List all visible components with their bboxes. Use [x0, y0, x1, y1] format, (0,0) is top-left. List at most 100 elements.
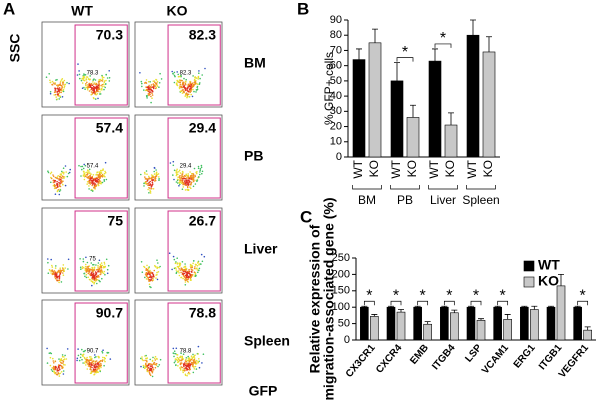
- cell-dot: [84, 360, 87, 363]
- cell-dot: [197, 76, 200, 79]
- cell-dot: [49, 81, 51, 84]
- cell-dot: [173, 81, 176, 84]
- cell-dot: [146, 173, 148, 175]
- cell-dot: [146, 370, 149, 373]
- bracket: [466, 185, 496, 190]
- cell-dot: [196, 86, 198, 89]
- cell-dot: [191, 363, 193, 366]
- y-tick-label: 70: [330, 44, 342, 56]
- cell-dot: [183, 174, 186, 177]
- cell-dot: [190, 90, 193, 92]
- x-tick-label: Spleen: [462, 193, 499, 207]
- plot-frame: [41, 21, 130, 108]
- cell-dot: [104, 171, 107, 174]
- cell-dot: [190, 181, 193, 184]
- cell-dot: [144, 273, 147, 276]
- cell-dot: [91, 271, 93, 274]
- cell-dot: [103, 80, 106, 82]
- cell-dot: [145, 272, 148, 274]
- cell-dot: [154, 366, 157, 369]
- cell-dot: [61, 175, 64, 177]
- cell-dot: [190, 361, 193, 364]
- legend-label: KO: [538, 273, 559, 289]
- cell-dot: [177, 357, 180, 360]
- cell-dot: [176, 257, 178, 260]
- cell-dot: [61, 355, 64, 358]
- cell-dot: [96, 278, 99, 281]
- cell-dot: [140, 80, 143, 83]
- x-tick-label: CX3CR1: [344, 342, 378, 380]
- cell-dot: [56, 98, 58, 100]
- cell-dot: [172, 164, 175, 167]
- y-tick-label: 50: [330, 75, 342, 87]
- cell-dot: [184, 95, 186, 97]
- cell-dot: [62, 268, 64, 270]
- cell-dot: [81, 266, 84, 268]
- cell-dot: [88, 188, 90, 190]
- cell-dot: [60, 182, 63, 184]
- cell-dot: [177, 73, 179, 76]
- axis-label: migration-associated gene (%): [321, 197, 337, 400]
- cell-dot: [56, 271, 58, 274]
- cell-dot: [181, 359, 184, 361]
- cell-dot: [191, 178, 193, 181]
- cell-dot: [56, 180, 58, 183]
- cell-dot: [180, 86, 183, 89]
- cell-dot: [86, 88, 89, 91]
- cell-dot: [89, 78, 91, 81]
- bar: [386, 306, 396, 341]
- cell-dot: [173, 74, 176, 77]
- cell-dot: [48, 268, 51, 271]
- cell-dot: [50, 177, 53, 180]
- cell-dot: [99, 180, 101, 182]
- bar: [440, 306, 449, 341]
- cell-dot: [82, 77, 85, 80]
- cell-dot: [174, 262, 177, 265]
- cell-dot: [55, 187, 57, 189]
- cell-dot: [92, 370, 94, 372]
- cell-dot: [179, 172, 182, 174]
- cell-dot: [93, 184, 96, 186]
- cell-dot: [149, 374, 152, 377]
- cell-dot: [89, 183, 92, 185]
- cell-dot: [88, 177, 90, 180]
- cell-dot: [93, 268, 96, 270]
- cell-dot: [181, 356, 184, 359]
- bar: [360, 306, 369, 341]
- cell-dot: [184, 177, 186, 180]
- legend-swatch: [523, 260, 535, 272]
- cell-dot: [49, 270, 52, 272]
- cell-dot: [56, 176, 59, 178]
- cell-dot: [151, 371, 154, 374]
- cell-dot: [54, 87, 57, 90]
- cell-dot: [76, 359, 78, 362]
- cell-dot: [187, 281, 189, 283]
- cell-dot: [85, 83, 87, 85]
- cell-dot: [82, 355, 84, 357]
- cell-dot: [83, 362, 86, 364]
- cell-dot: [194, 266, 196, 268]
- cell-dot: [109, 358, 112, 360]
- legend-swatch: [523, 276, 535, 288]
- cell-dot: [86, 183, 88, 185]
- cell-dot: [69, 168, 71, 171]
- cell-dot: [146, 178, 148, 180]
- cell-dot: [62, 373, 65, 375]
- cell-dot: [185, 92, 188, 94]
- cell-dot: [83, 178, 86, 181]
- cell-dot: [47, 170, 49, 172]
- cell-dot: [160, 78, 163, 80]
- cell-dot: [88, 269, 90, 272]
- cell-dot: [48, 352, 51, 355]
- cell-dot: [85, 270, 88, 272]
- cell-dot: [140, 261, 143, 263]
- cell-dot: [150, 84, 153, 86]
- cell-dot: [90, 177, 93, 179]
- cell-dot: [80, 165, 82, 168]
- cell-dot: [102, 174, 104, 177]
- x-tick-label: Liver: [430, 193, 456, 207]
- cell-dot: [158, 176, 160, 178]
- cell-dot: [184, 281, 187, 283]
- cell-dot: [103, 265, 105, 268]
- cell-dot: [96, 89, 98, 92]
